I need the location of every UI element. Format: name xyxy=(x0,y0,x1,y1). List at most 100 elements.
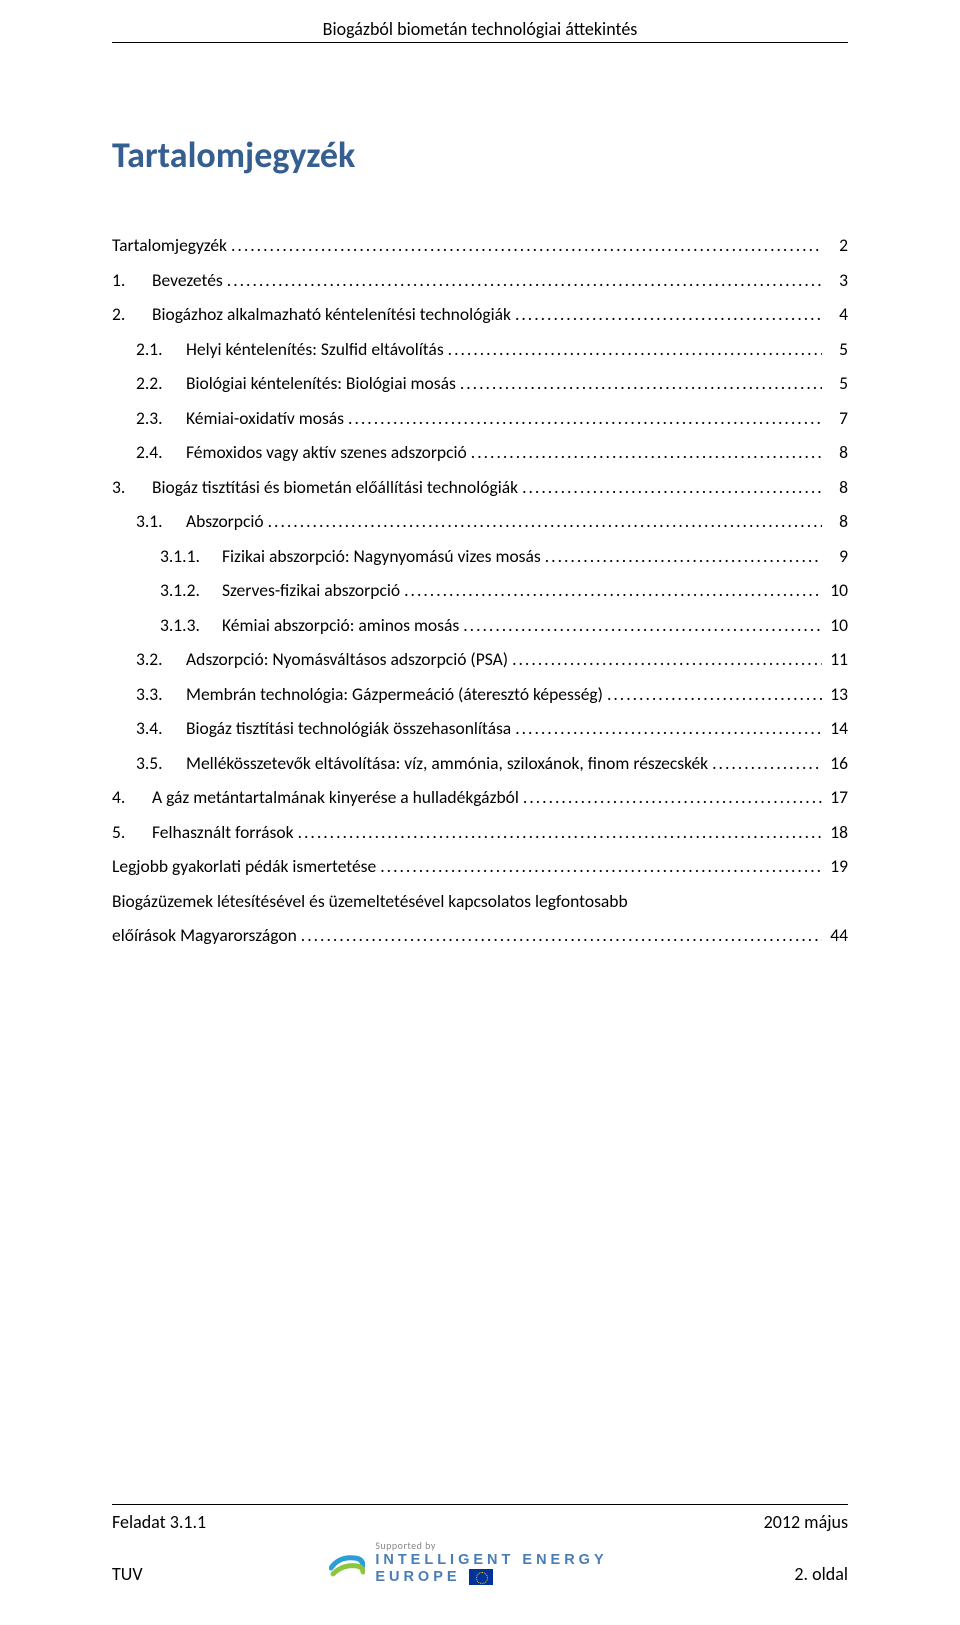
toc-entry-page: 9 xyxy=(826,548,848,566)
toc-leader xyxy=(512,651,822,669)
toc-heading: Tartalomjegyzék xyxy=(112,133,848,177)
toc-entry-number: 2. xyxy=(112,306,146,324)
toc-leader xyxy=(227,272,822,290)
toc-entry-label: Helyi kéntelenítés: Szulfid eltávolítás xyxy=(186,341,444,359)
toc-entry-page: 10 xyxy=(826,617,848,635)
toc-leader xyxy=(231,237,822,255)
toc-entry-label: Biogáz tisztítási technológiák összehaso… xyxy=(186,720,511,738)
toc-entry-page: 4 xyxy=(826,306,848,324)
toc-entry-number: 2.3. xyxy=(136,410,180,428)
toc-entry[interactable]: 2. Biogázhoz alkalmazható kéntelenítési t… xyxy=(112,306,848,324)
toc-entry-number: 3.1.3. xyxy=(160,617,216,635)
toc-entry-label: Membrán technológia: Gázpermeáció (átere… xyxy=(186,686,603,704)
toc-leader xyxy=(515,306,822,324)
toc-entry[interactable]: 3.3.Membrán technológia: Gázpermeáció (á… xyxy=(112,686,848,704)
toc-leader xyxy=(523,789,822,807)
toc-entry-number: 3.1. xyxy=(136,513,180,531)
toc-entry[interactable]: Legjobb gyakorlati pédák ismertetése 19 xyxy=(112,858,848,876)
toc-entry[interactable]: 3.2. Adszorpció: Nyomásváltásos adszorpci… xyxy=(112,651,848,669)
toc-entry[interactable]: 3.5. Mellékösszetevők eltávolítása: víz, … xyxy=(112,755,848,773)
toc-entry-label: Adszorpció: Nyomásváltásos adszorpció (P… xyxy=(186,651,508,669)
toc-entry-number: 3.2. xyxy=(136,651,180,669)
page-footer: Feladat 3.1.1 2012 május TUV Supported b… xyxy=(112,1504,848,1586)
toc-entry-label: Biogáz tisztítási és biometán előállítás… xyxy=(152,479,518,497)
toc-entry-label: Szerves-fizikai abszorpció xyxy=(222,582,400,600)
footer-logo: Supported by INTELLIGENT ENERGY EUROPE xyxy=(329,1541,607,1586)
toc-entry[interactable]: 3.1.3.Kémiai abszorpció: aminos mosás10 xyxy=(112,617,848,635)
toc-entry-page: 13 xyxy=(826,686,848,704)
toc-entry[interactable]: 4. A gáz metántartalmának kinyerése a hul… xyxy=(112,789,848,807)
toc-leader xyxy=(298,824,822,842)
toc-leader xyxy=(712,755,822,773)
toc-entry-page: 8 xyxy=(826,444,848,462)
toc-entry-page: 14 xyxy=(826,720,848,738)
toc-entry-label: A gáz metántartalmának kinyerése a hulla… xyxy=(152,789,519,807)
toc-entry-number: 2.4. xyxy=(136,444,180,462)
logo-line2: EUROPE xyxy=(375,1570,460,1585)
toc-entry[interactable]: 5.Felhasznált források18 xyxy=(112,824,848,842)
toc-entry[interactable]: 3.1.1. Fizikai abszorpció: Nagynyomású vi… xyxy=(112,548,848,566)
toc-entry-number: 3.1.1. xyxy=(160,548,216,566)
toc-entry-page: 17 xyxy=(826,789,848,807)
toc-entry-number: 2.2. xyxy=(136,375,180,393)
eu-flag-icon xyxy=(469,1569,493,1585)
footer-task: Feladat 3.1.1 xyxy=(112,1511,206,1533)
toc-entry-page: 7 xyxy=(826,410,848,428)
toc-entry[interactable]: 2.4. Fémoxidos vagy aktív szenes adszorpc… xyxy=(112,444,848,462)
toc-leader xyxy=(545,548,822,566)
toc-entry-page: 8 xyxy=(826,479,848,497)
toc-entry-page: 18 xyxy=(826,824,848,842)
toc-entry-page: 19 xyxy=(826,858,848,876)
toc-entry-page: 44 xyxy=(826,927,848,945)
toc-entry[interactable]: 1. Bevezetés 3 xyxy=(112,272,848,290)
toc-entry[interactable]: 3.4. Biogáz tisztítási technológiák össze… xyxy=(112,720,848,738)
toc-entry-label: Biogázüzemek létesítésével és üzemelteté… xyxy=(112,893,628,911)
toc-entry[interactable]: 3.1.2. Szerves-fizikai abszorpció 10 xyxy=(112,582,848,600)
toc-leader xyxy=(404,582,822,600)
footer-divider xyxy=(112,1504,848,1505)
toc-leader xyxy=(301,927,822,945)
toc-entry-label: előírások Magyarországon xyxy=(112,927,297,945)
toc-entry[interactable]: 3. Biogáz tisztítási és biometán előállít… xyxy=(112,479,848,497)
toc-entry-page: 10 xyxy=(826,582,848,600)
toc-entry-label: Felhasznált források xyxy=(152,824,294,842)
toc-entry-label: Mellékösszetevők eltávolítása: víz, ammó… xyxy=(186,755,708,773)
toc-leader xyxy=(348,410,822,428)
toc-entry-page: 16 xyxy=(826,755,848,773)
toc-entry-page: 3 xyxy=(826,272,848,290)
toc-leader xyxy=(515,720,822,738)
toc-list: Tartalomjegyzék2 1. Bevezetés 3 2. Biogázhoz … xyxy=(112,237,848,945)
toc-entry-label: Fémoxidos vagy aktív szenes adszorpció xyxy=(186,444,467,462)
toc-entry-label: Legjobb gyakorlati pédák ismertetése xyxy=(112,858,376,876)
toc-leader xyxy=(522,479,822,497)
toc-entry[interactable]: előírások Magyarországon 44 xyxy=(112,927,848,945)
toc-entry-page: 11 xyxy=(826,651,848,669)
toc-entry-number: 1. xyxy=(112,272,146,290)
toc-entry[interactable]: Tartalomjegyzék2 xyxy=(112,237,848,255)
toc-leader xyxy=(463,617,822,635)
toc-entry-number: 3.1.2. xyxy=(160,582,216,600)
toc-entry[interactable]: 2.2.Biológiai kéntelenítés: Biológiai mo… xyxy=(112,375,848,393)
footer-date: 2012 május xyxy=(764,1511,848,1533)
toc-entry-label: Abszorpció xyxy=(186,513,264,531)
toc-entry[interactable]: 3.1.Abszorpció8 xyxy=(112,513,848,531)
toc-entry-label: Kémiai-oxidatív mosás xyxy=(186,410,344,428)
toc-entry-label: Fizikai abszorpció: Nagynyomású vizes mo… xyxy=(222,548,541,566)
toc-leader xyxy=(268,513,822,531)
toc-entry-label: Bevezetés xyxy=(152,272,223,290)
logo-line1: INTELLIGENT ENERGY xyxy=(375,1553,607,1568)
toc-entry-number: 3. xyxy=(112,479,146,497)
toc-entry-number: 2.1. xyxy=(136,341,180,359)
toc-entry[interactable]: Biogázüzemek létesítésével és üzemelteté… xyxy=(112,893,848,911)
toc-leader xyxy=(460,375,822,393)
toc-entry-number: 4. xyxy=(112,789,146,807)
toc-leader xyxy=(380,858,822,876)
toc-entry-number: 3.5. xyxy=(136,755,180,773)
toc-entry-label: Biogázhoz alkalmazható kéntelenítési tec… xyxy=(152,306,511,324)
toc-entry[interactable]: 2.1. Helyi kéntelenítés: Szulfid eltávolí… xyxy=(112,341,848,359)
footer-org: TUV xyxy=(112,1563,143,1585)
intelligent-energy-icon xyxy=(329,1548,365,1578)
toc-entry-number: 3.4. xyxy=(136,720,180,738)
toc-entry[interactable]: 2.3. Kémiai-oxidatív mosás 7 xyxy=(112,410,848,428)
toc-entry-page: 5 xyxy=(826,375,848,393)
